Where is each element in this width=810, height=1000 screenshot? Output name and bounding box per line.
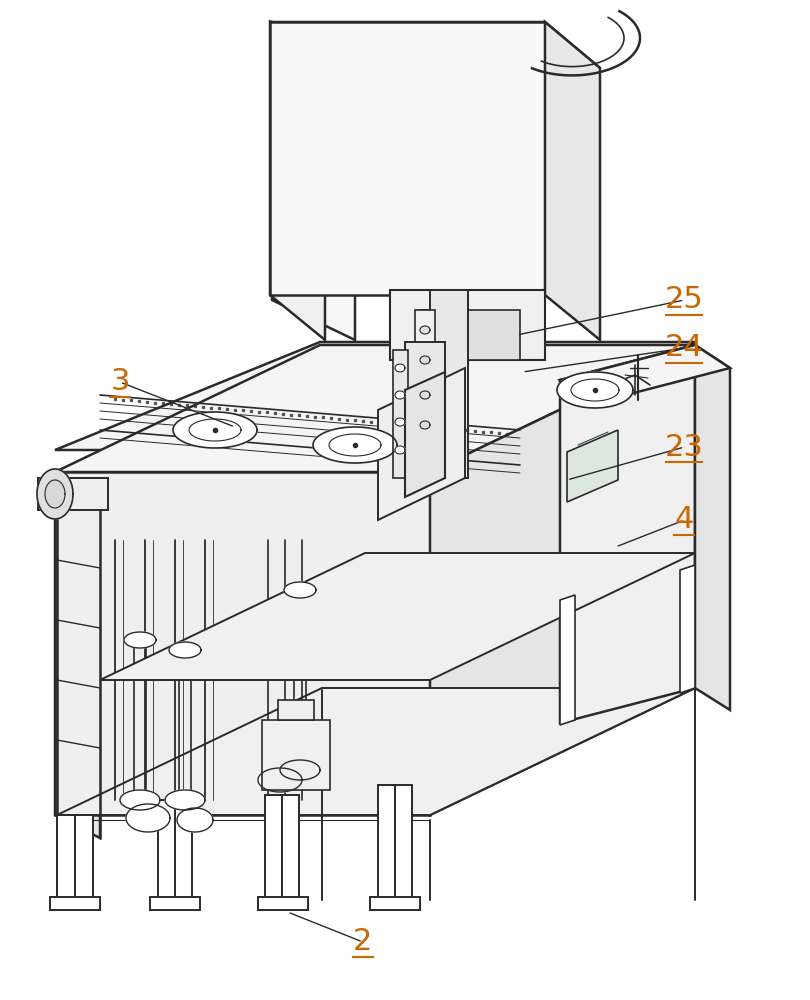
Polygon shape [420, 421, 430, 429]
Polygon shape [378, 785, 395, 900]
Polygon shape [680, 565, 695, 693]
Polygon shape [329, 434, 381, 456]
Polygon shape [370, 897, 420, 910]
Polygon shape [177, 808, 213, 832]
Polygon shape [395, 418, 405, 426]
Polygon shape [258, 897, 308, 910]
Polygon shape [420, 326, 430, 334]
Polygon shape [405, 342, 445, 478]
Polygon shape [258, 768, 302, 792]
Polygon shape [270, 22, 600, 68]
Polygon shape [395, 785, 412, 900]
Text: 4: 4 [675, 506, 694, 534]
Polygon shape [560, 345, 695, 723]
Polygon shape [378, 368, 465, 520]
Polygon shape [395, 446, 405, 454]
Polygon shape [158, 800, 175, 900]
Polygon shape [278, 700, 314, 720]
Polygon shape [165, 790, 205, 810]
Polygon shape [57, 688, 695, 815]
Text: 24: 24 [665, 334, 704, 362]
Polygon shape [55, 345, 695, 472]
Polygon shape [189, 419, 241, 441]
Polygon shape [390, 290, 545, 360]
Polygon shape [57, 815, 75, 900]
Polygon shape [120, 790, 160, 810]
Polygon shape [55, 472, 430, 815]
Text: 2: 2 [353, 928, 373, 956]
Polygon shape [415, 310, 435, 478]
Polygon shape [420, 391, 430, 399]
Polygon shape [393, 350, 408, 478]
Polygon shape [173, 412, 257, 448]
Polygon shape [557, 372, 633, 408]
Polygon shape [272, 22, 355, 340]
Polygon shape [282, 795, 299, 900]
Polygon shape [50, 897, 100, 910]
Polygon shape [262, 720, 330, 790]
Polygon shape [38, 478, 108, 510]
Polygon shape [270, 22, 545, 295]
Polygon shape [169, 642, 201, 658]
Polygon shape [395, 364, 405, 372]
Polygon shape [313, 427, 397, 463]
Polygon shape [695, 345, 730, 710]
Polygon shape [37, 469, 73, 519]
Polygon shape [150, 897, 200, 910]
Polygon shape [420, 356, 430, 364]
Polygon shape [571, 379, 619, 401]
Polygon shape [124, 632, 156, 648]
Polygon shape [55, 342, 695, 450]
Polygon shape [270, 22, 325, 340]
Polygon shape [420, 310, 520, 360]
Polygon shape [405, 372, 445, 497]
Text: 3: 3 [110, 367, 130, 396]
Polygon shape [545, 22, 600, 340]
Polygon shape [45, 480, 65, 508]
Polygon shape [75, 815, 93, 900]
Polygon shape [265, 795, 282, 900]
Polygon shape [280, 760, 320, 780]
Polygon shape [100, 553, 695, 680]
Polygon shape [55, 472, 100, 838]
Polygon shape [284, 582, 316, 598]
Polygon shape [430, 290, 468, 478]
Polygon shape [560, 595, 575, 725]
Polygon shape [175, 800, 192, 900]
Polygon shape [430, 345, 695, 815]
Text: 25: 25 [665, 286, 704, 314]
Polygon shape [395, 391, 405, 399]
Polygon shape [560, 345, 730, 403]
Text: 23: 23 [665, 432, 704, 462]
Polygon shape [567, 430, 618, 502]
Polygon shape [126, 804, 170, 832]
